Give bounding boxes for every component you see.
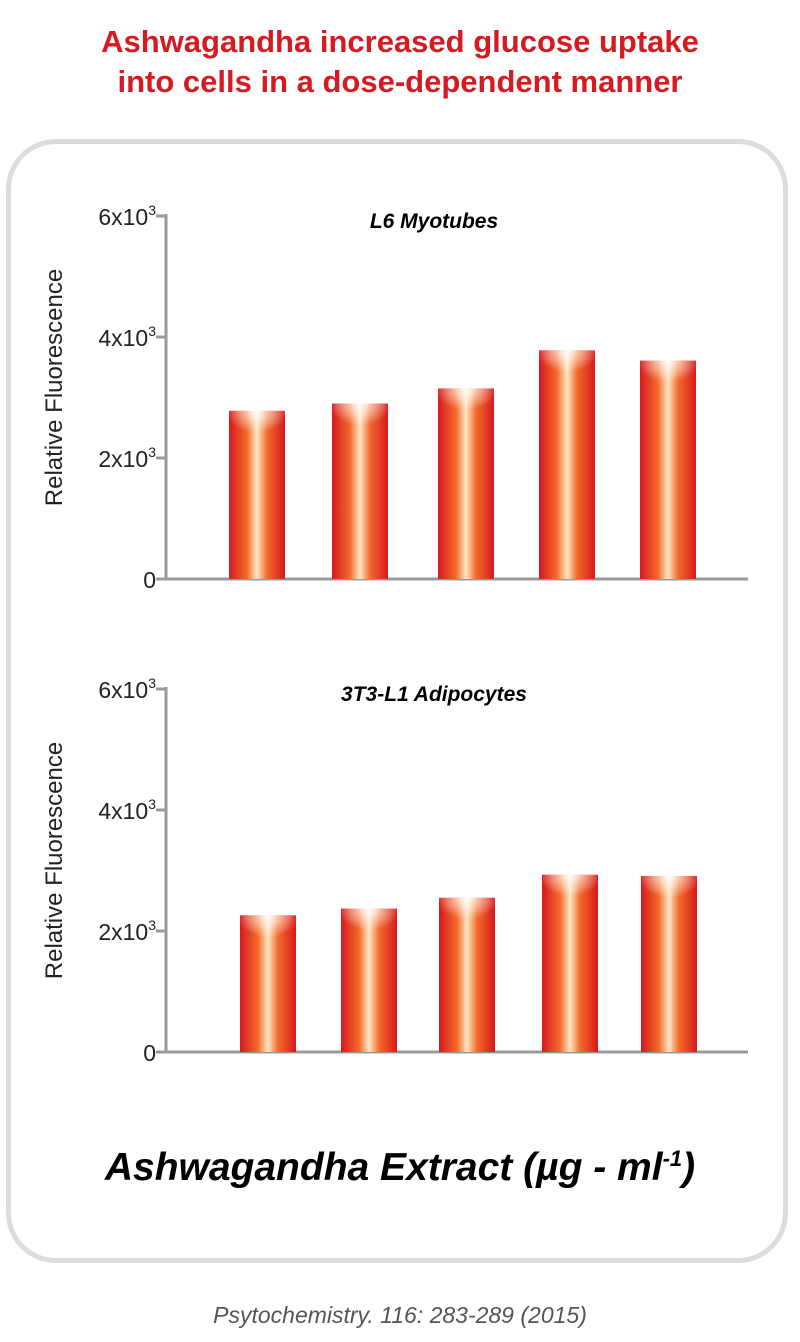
- y-tick-label: 6x103: [98, 202, 156, 230]
- bar: [439, 897, 495, 1052]
- chart-subtitle: L6 Myotubes: [370, 210, 498, 233]
- bar: [539, 350, 595, 579]
- y-tick-label: 4x103: [98, 323, 156, 351]
- y-tick-label: 0: [143, 567, 156, 593]
- bar: [542, 874, 598, 1052]
- y-tick-label: 0: [143, 1040, 156, 1066]
- chart-l6-myotubes: 0 2x103 4x103 6x103 Relative Fluorescence L6 …: [41, 202, 748, 593]
- bar: [341, 908, 397, 1052]
- y-axis-label: Relative Fluorescence: [41, 269, 68, 506]
- citation: Psytochemistry. 116: 283-289 (2015): [213, 1302, 587, 1328]
- chart-subtitle: 3T3-L1 Adipocytes: [341, 683, 527, 706]
- bar: [332, 403, 388, 579]
- y-tick-label: 2x103: [98, 917, 156, 945]
- chart-title: Ashwagandha increased glucose uptake int…: [0, 22, 800, 102]
- chart-panel: [6, 139, 788, 1263]
- bar: [438, 388, 494, 579]
- bar: [229, 410, 285, 579]
- bar: [641, 875, 697, 1052]
- bar: [640, 360, 696, 579]
- chart-3t3-l1-adipocytes: 0 2x103 4x103 6x103 Relative Fluorescence 3T3…: [41, 675, 748, 1066]
- y-tick-label: 4x103: [98, 796, 156, 824]
- y-axis-label: Relative Fluorescence: [41, 742, 68, 979]
- title-line-2: into cells in a dose-dependent manner: [117, 64, 683, 99]
- y-tick-label: 2x103: [98, 444, 156, 472]
- x-axis-label: Ashwagandha Extract (µg - ml-1): [104, 1146, 696, 1189]
- bar: [240, 915, 296, 1052]
- y-tick-label: 6x103: [98, 675, 156, 703]
- title-line-1: Ashwagandha increased glucose uptake: [101, 24, 699, 59]
